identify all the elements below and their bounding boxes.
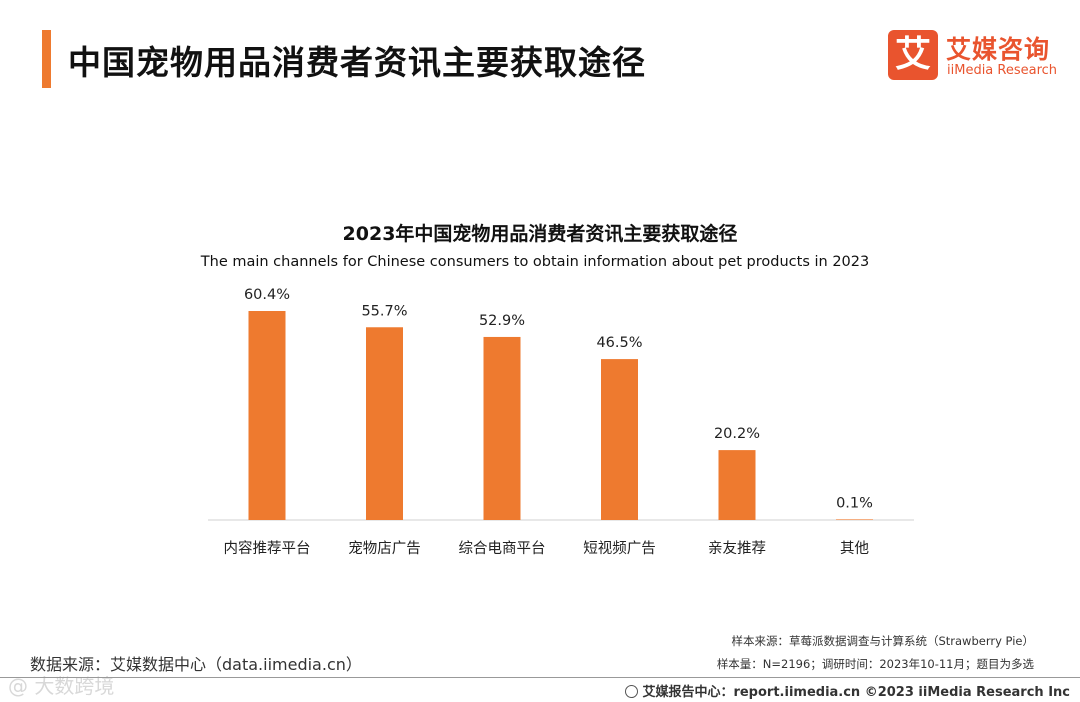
data-label-2: 52.9% — [479, 313, 525, 329]
watermark: @ 大数跨境 — [8, 674, 115, 698]
data-label-1: 55.7% — [361, 303, 407, 319]
category-label-1: 宠物店广告 — [348, 540, 421, 557]
footer-text: 艾媒报告中心：report.iimedia.cn ©2023 iiMedia R… — [642, 685, 1070, 700]
data-source: 数据来源：艾媒数据中心（data.iimedia.cn） — [30, 655, 362, 674]
page-title: 中国宠物用品消费者资讯主要获取途径 — [68, 43, 646, 82]
logo-english-name: iiMedia Research — [947, 63, 1058, 78]
category-label-2: 综合电商平台 — [459, 540, 546, 557]
data-label-3: 46.5% — [596, 335, 642, 351]
sample-size: 样本量：N=2196；调研时间：2023年10-11月；题目为多选 — [716, 657, 1034, 671]
bar-3 — [601, 359, 638, 520]
category-label-0: 内容推荐平台 — [224, 540, 311, 557]
bar-0 — [248, 311, 286, 520]
brand-logo: 艾 艾媒咨询 iiMedia Research — [888, 30, 1068, 82]
title-accent-bar — [42, 30, 51, 88]
bar-1 — [366, 327, 403, 520]
logo-chinese-name: 艾媒咨询 — [946, 35, 1051, 64]
category-label-3: 短视频广告 — [583, 540, 656, 557]
chart-subtitle: The main channels for Chinese consumers … — [200, 254, 870, 270]
data-label-4: 20.2% — [714, 426, 760, 442]
globe-icon — [625, 685, 639, 698]
data-label-5: 0.1% — [836, 495, 873, 511]
sample-source: 样本来源：草莓派数据调查与计算系统（Strawberry Pie） — [731, 634, 1034, 648]
category-label-5: 其他 — [840, 540, 869, 557]
footer: 艾媒报告中心：report.iimedia.cn ©2023 iiMedia R… — [625, 681, 1070, 700]
bar-2 — [483, 336, 521, 520]
bar-4 — [718, 450, 756, 520]
data-label-0: 60.4% — [244, 287, 290, 303]
category-label-4: 亲友推荐 — [708, 540, 766, 557]
bar-5 — [836, 519, 873, 520]
footer-divider — [0, 677, 1080, 678]
logo-mark-icon: 艾 — [888, 30, 938, 80]
chart-title: 2023年中国宠物用品消费者资讯主要获取途径 — [342, 223, 738, 245]
